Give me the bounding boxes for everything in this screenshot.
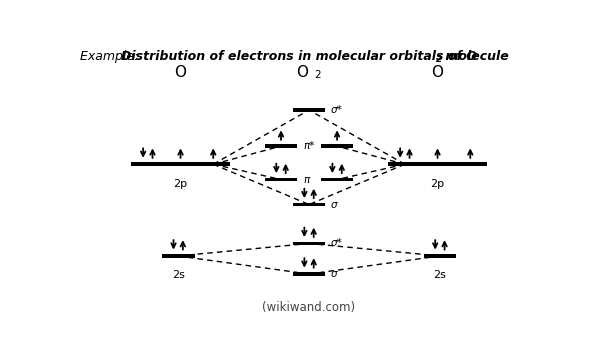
Bar	[388, 162, 421, 166]
Bar	[292, 203, 326, 206]
Text: Example:: Example:	[80, 50, 142, 63]
Bar	[292, 242, 326, 245]
Text: σ: σ	[331, 200, 338, 209]
Bar	[292, 272, 326, 276]
Bar	[421, 162, 454, 166]
Text: (wikiwand.com): (wikiwand.com)	[262, 301, 356, 314]
Text: σ: σ	[331, 269, 338, 279]
Text: π: π	[303, 174, 309, 184]
Text: 2s: 2s	[434, 270, 446, 280]
Text: 2: 2	[436, 55, 442, 64]
Bar	[197, 162, 230, 166]
Bar	[454, 162, 487, 166]
Text: 2s: 2s	[172, 270, 185, 280]
Text: σ*: σ*	[331, 239, 343, 248]
Bar	[265, 144, 297, 148]
Bar	[164, 162, 197, 166]
Text: σ*: σ*	[331, 105, 343, 115]
Text: O: O	[432, 65, 444, 80]
Text: 2p: 2p	[174, 179, 188, 188]
Bar	[131, 162, 164, 166]
Bar	[423, 254, 456, 258]
Text: 2p: 2p	[431, 179, 444, 188]
Bar	[292, 108, 326, 112]
Bar	[321, 178, 353, 181]
Text: O: O	[296, 65, 308, 80]
Text: 2: 2	[314, 70, 321, 80]
Text: molecule: molecule	[441, 50, 508, 63]
Text: Distribution of electrons in molecular orbitals of O: Distribution of electrons in molecular o…	[121, 50, 477, 63]
Bar	[321, 144, 353, 148]
Bar	[265, 178, 297, 181]
Bar	[162, 254, 195, 258]
Text: π*: π*	[303, 141, 314, 151]
Text: O: O	[174, 65, 186, 80]
